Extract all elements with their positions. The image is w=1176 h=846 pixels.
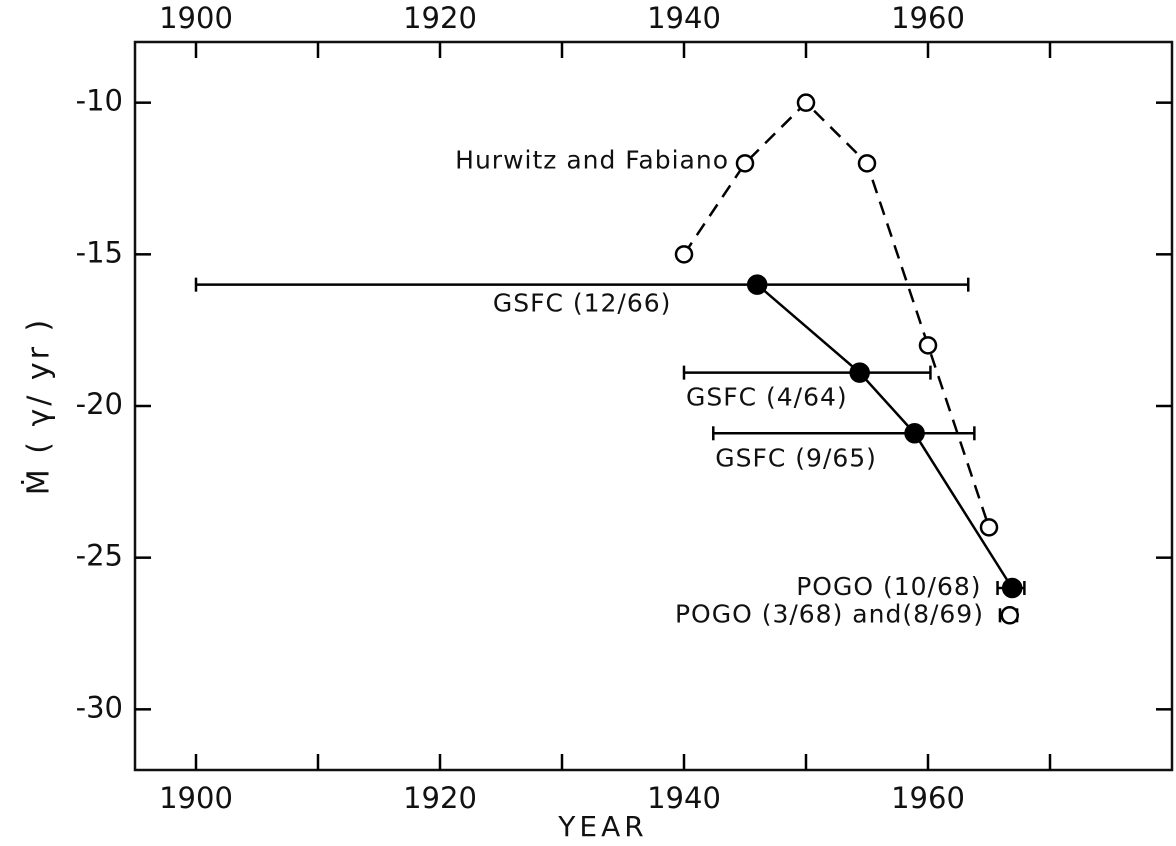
x-tick-label: 1920 bbox=[403, 781, 477, 815]
x-axis-label: YEAR bbox=[557, 810, 647, 843]
open-marker bbox=[735, 154, 755, 173]
y-axis-label: Ṁ ( γ/ yr ) bbox=[21, 317, 57, 495]
x-tick-label: 1940 bbox=[647, 781, 721, 815]
filled-marker bbox=[1001, 577, 1023, 599]
y-tick-label: -25 bbox=[76, 539, 123, 573]
open-marker bbox=[1000, 606, 1019, 625]
point-label: GSFC (9/65) bbox=[715, 443, 877, 472]
x-top-tick-label: 1900 bbox=[159, 1, 233, 35]
x-tick-label: 1900 bbox=[159, 781, 233, 815]
y-tick-label: -10 bbox=[76, 84, 123, 118]
x-top-tick-label: 1940 bbox=[647, 1, 721, 35]
y-tick-label: -20 bbox=[76, 387, 123, 421]
point-label: POGO (3/68) and(8/69) bbox=[675, 599, 984, 628]
filled-marker bbox=[904, 423, 925, 444]
series-label: Hurwitz and Fabiano bbox=[455, 145, 729, 174]
open-marker bbox=[918, 336, 938, 355]
point-label: POGO (10/68) bbox=[796, 572, 981, 601]
dashed-line bbox=[682, 100, 991, 528]
open-marker bbox=[674, 245, 694, 264]
open-marker bbox=[857, 154, 877, 173]
y-tick-label: -15 bbox=[76, 235, 123, 269]
point-label: GSFC (12/66) bbox=[493, 289, 672, 318]
x-top-tick-label: 1960 bbox=[891, 1, 965, 35]
solid-line bbox=[756, 283, 1014, 589]
open-marker bbox=[979, 518, 999, 537]
filled-marker bbox=[746, 274, 768, 295]
filled-marker bbox=[849, 362, 870, 383]
y-tick-label: -30 bbox=[76, 690, 123, 724]
open-marker bbox=[796, 93, 816, 112]
point-label: GSFC (4/64) bbox=[686, 383, 848, 412]
x-top-tick-label: 1920 bbox=[403, 1, 477, 35]
x-tick-label: 1960 bbox=[891, 781, 965, 815]
